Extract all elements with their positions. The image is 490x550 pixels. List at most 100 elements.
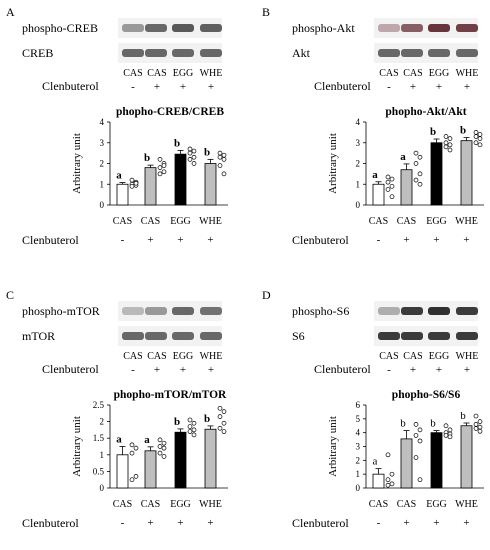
data-point bbox=[389, 183, 395, 189]
x-tick-label: WHE bbox=[455, 216, 478, 227]
lane-label: CAS bbox=[403, 351, 422, 362]
bar-chart: phopho-CREB/CREB Arbitrary unit 0 1 2 3 4 a b b b C… bbox=[22, 106, 228, 247]
treatment-sign: + bbox=[208, 364, 214, 376]
significance-letter: b bbox=[430, 126, 436, 138]
blot-band bbox=[378, 307, 400, 315]
blot-strip bbox=[374, 18, 478, 38]
blot-band bbox=[428, 307, 450, 315]
data-point bbox=[217, 154, 223, 160]
blot-band bbox=[456, 24, 478, 32]
y-tick-label: 0.5 bbox=[93, 466, 105, 476]
blot-band bbox=[428, 49, 450, 57]
x-tick-label: CAS bbox=[397, 216, 416, 227]
blot-label: phospho-Akt bbox=[292, 21, 355, 35]
blot-band bbox=[172, 307, 194, 315]
lane-label: WHE bbox=[456, 351, 479, 362]
bar-chart: phopho-Akt/Akt Arbitrary unit 0 1 2 3 4 a a b b CAS… bbox=[292, 106, 484, 247]
x-tick-label: CAS bbox=[369, 499, 388, 510]
data-point bbox=[191, 427, 197, 433]
treatment-sign: + bbox=[464, 81, 470, 93]
blot-label: Akt bbox=[292, 46, 311, 60]
treatment-sign: + bbox=[177, 234, 183, 246]
lane-label: WHE bbox=[456, 68, 479, 79]
blot-strip bbox=[374, 43, 478, 63]
data-point bbox=[385, 477, 391, 483]
y-tick-label: 2.5 bbox=[93, 400, 105, 410]
treatment-sign: + bbox=[410, 81, 416, 93]
treatment-sign: - bbox=[121, 234, 125, 246]
blot-band bbox=[456, 307, 478, 315]
data-point bbox=[385, 174, 391, 180]
blot-band bbox=[200, 24, 222, 32]
data-point bbox=[221, 171, 227, 177]
data-point bbox=[221, 152, 227, 158]
blot-strip bbox=[118, 326, 222, 346]
significance-letter: b bbox=[430, 418, 436, 430]
panel-letter: C bbox=[6, 288, 14, 302]
y-tick-label: 4 bbox=[356, 428, 361, 438]
blot-band bbox=[401, 49, 423, 57]
significance-letter: a bbox=[116, 434, 122, 446]
lane-label: WHE bbox=[200, 351, 223, 362]
data-point bbox=[477, 132, 483, 137]
x-tick-label: EGG bbox=[426, 499, 447, 510]
data-point bbox=[187, 417, 193, 423]
data-point bbox=[413, 433, 419, 438]
bar bbox=[116, 183, 129, 206]
bar bbox=[430, 432, 443, 489]
data-point bbox=[417, 154, 423, 160]
significance-letter: a bbox=[400, 151, 406, 163]
significance-letter: b bbox=[460, 125, 466, 137]
blot-band bbox=[145, 24, 167, 32]
data-point bbox=[221, 420, 227, 426]
treatment-sign: + bbox=[207, 517, 213, 529]
data-point bbox=[473, 426, 479, 431]
treatment-sign: - bbox=[131, 364, 135, 376]
y-tick-label: 1.5 bbox=[93, 433, 105, 443]
x-tick-label: CAS bbox=[113, 499, 132, 510]
significance-letter: a bbox=[144, 434, 150, 446]
bar bbox=[174, 431, 187, 489]
y-tick-label: 3 bbox=[356, 442, 361, 452]
data-point bbox=[217, 150, 223, 156]
data-point bbox=[191, 420, 197, 426]
data-point bbox=[473, 134, 479, 139]
blot-band bbox=[428, 24, 450, 32]
data-point bbox=[217, 425, 223, 431]
bar bbox=[460, 425, 473, 489]
x-tick-label: EGG bbox=[426, 216, 447, 227]
blot-band bbox=[200, 307, 222, 315]
y-tick-label: 3 bbox=[356, 138, 361, 148]
data-point bbox=[157, 444, 163, 449]
data-point bbox=[133, 180, 139, 186]
bar bbox=[174, 153, 187, 206]
treatment-label: Clenbuterol bbox=[292, 233, 349, 247]
data-point bbox=[389, 176, 395, 182]
data-point bbox=[477, 424, 483, 430]
blot-band bbox=[378, 24, 400, 32]
treatment-sign: - bbox=[131, 81, 135, 93]
chart-title: phopho-mTOR/mTOR bbox=[114, 389, 227, 401]
y-tick-label: 0 bbox=[100, 200, 105, 210]
blot-band bbox=[428, 332, 450, 340]
treatment-sign: + bbox=[180, 364, 186, 376]
lane-label: EGG bbox=[429, 351, 450, 362]
data-point bbox=[413, 455, 419, 460]
data-point bbox=[157, 165, 163, 170]
significance-letter: b bbox=[400, 418, 406, 430]
blot-band bbox=[145, 49, 167, 57]
y-axis-label: Arbitrary unit bbox=[327, 133, 339, 194]
blot-band bbox=[401, 307, 423, 315]
blot-strip bbox=[374, 301, 478, 321]
data-point bbox=[217, 405, 223, 411]
treatment-sign: + bbox=[436, 364, 442, 376]
data-point bbox=[443, 134, 449, 139]
treatment-sign: - bbox=[377, 234, 381, 246]
data-point bbox=[187, 146, 193, 152]
data-point bbox=[417, 477, 423, 483]
data-point bbox=[133, 445, 139, 451]
blot-label: CREB bbox=[22, 46, 53, 60]
lane-label: WHE bbox=[200, 68, 223, 79]
